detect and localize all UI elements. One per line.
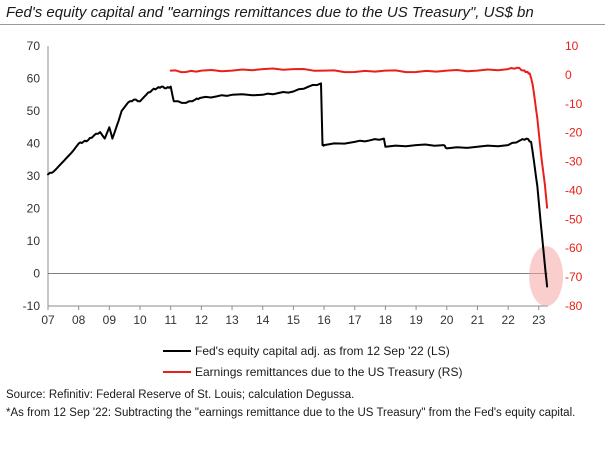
footnote: *As from 12 Sep '22: Subtracting the "ea…: [6, 407, 576, 419]
y-right-tick-label: -30: [565, 155, 583, 169]
legend-swatch-red: [163, 371, 191, 373]
x-tick-label: 18: [379, 313, 393, 327]
series-remittances-line: [169, 66, 549, 209]
y-right-tick-label: -40: [565, 183, 583, 197]
x-tick-label: 08: [72, 313, 86, 327]
x-tick-label: 12: [195, 313, 209, 327]
legend-label: Fed's equity capital adj. as from 12 Sep…: [195, 344, 450, 358]
y-left-tick-label: 10: [27, 234, 41, 248]
x-tick-label: 11: [164, 313, 177, 327]
source-note: Source: Refinitiv: Federal Reserve of St…: [6, 389, 355, 401]
x-tick-label: 23: [532, 313, 546, 327]
y-left-tick-label: 50: [27, 104, 41, 118]
y-left-tick-label: 30: [27, 169, 41, 183]
y-right-tick-label: -10: [565, 97, 583, 111]
y-right-tick-label: -70: [565, 270, 583, 284]
y-right-tick-label: 0: [565, 68, 572, 82]
y-left-tick-label: 40: [27, 137, 41, 151]
y-right-tick-label: -50: [565, 212, 583, 226]
x-tick-label: 16: [317, 313, 331, 327]
y-right-tick-label: -80: [565, 299, 583, 313]
x-tick-label: 20: [440, 313, 454, 327]
legend-item-remittances: Earnings remittances due to the US Treas…: [163, 365, 462, 379]
x-tick-label: 15: [287, 313, 301, 327]
legend-item-equity-capital: Fed's equity capital adj. as from 12 Sep…: [163, 344, 450, 358]
y-left-tick-label: 70: [27, 39, 41, 53]
line-chart: -10 0 10 20 30 40 50 60 70 -80 -70 -60 -50 -40 -30 -20…: [23, 39, 583, 327]
y-right-tick-label: -20: [565, 126, 583, 140]
y-left-tick-label: -10: [23, 299, 41, 313]
y-right-tick-label: 10: [565, 39, 579, 53]
x-tick-label: 14: [256, 313, 270, 327]
x-tick-label: 19: [409, 313, 423, 327]
chart-title: Fed's equity capital and "earnings remit…: [6, 4, 534, 21]
x-tick-label: 22: [501, 313, 515, 327]
x-tick-label: 09: [103, 313, 117, 327]
series-equity-capital-line: [47, 82, 549, 288]
legend-swatch-black: [163, 350, 191, 352]
y-right-tick-label: -60: [565, 241, 583, 255]
x-tick-label: 21: [471, 313, 485, 327]
x-tick-label: 17: [348, 313, 362, 327]
x-tick-label: 07: [41, 313, 55, 327]
x-tick-label: 13: [225, 313, 239, 327]
title-rule: [0, 24, 605, 25]
legend-label: Earnings remittances due to the US Treas…: [195, 365, 463, 379]
x-tick-label: 10: [133, 313, 147, 327]
y-left-tick-label: 0: [33, 267, 40, 281]
y-left-tick-label: 20: [27, 202, 41, 216]
y-left-tick-label: 60: [27, 72, 41, 86]
